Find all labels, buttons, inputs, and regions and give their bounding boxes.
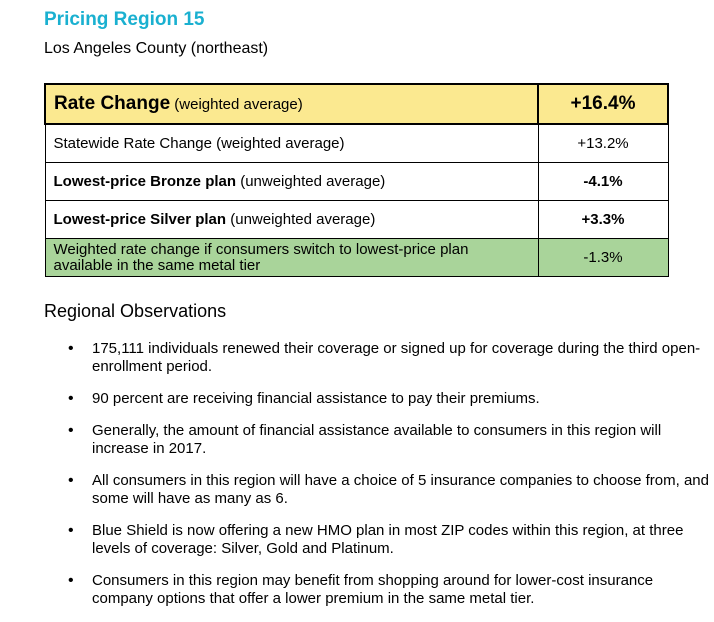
row-label: Rate Change (weighted average) [44,83,539,125]
list-item-text: 90 percent are receiving financial assis… [92,390,540,407]
table-row: Statewide Rate Change (weighted average)… [44,123,669,163]
list-item-text: 175,111 individuals renewed their covera… [92,340,701,375]
rates-table: Rate Change (weighted average) +16.4% St… [44,83,669,277]
list-item: • Blue Shield is now offering a new HMO p… [68,522,712,558]
row-label-rest: (weighted average) [170,96,303,113]
table-row: Rate Change (weighted average) +16.4% [44,83,669,125]
row-label-rest: (unweighted average) [236,173,386,190]
row-label: Statewide Rate Change (weighted average) [44,123,539,163]
row-label-rest: (unweighted average) [226,211,376,228]
bullet-icon: • [68,522,74,539]
row-label-strong: Lowest-price Silver plan [53,211,227,228]
bullet-icon: • [68,340,74,357]
row-value: +13.2% [537,123,669,163]
row-value: -1.3% [537,238,669,277]
bullet-icon: • [68,390,74,407]
list-item: • Generally, the amount of financial assi… [68,422,712,458]
row-label: Lowest-price Bronze plan (unweighted ave… [44,162,539,201]
list-item: • All consumers in this region will have … [68,472,712,508]
page-title: Pricing Region 15 [44,9,205,30]
table-row: Weighted rate change if consumers switch… [44,238,669,277]
list-item: • 175,111 individuals renewed their cover… [68,340,712,376]
table-row: Lowest-price Bronze plan (unweighted ave… [44,162,669,201]
row-label-rest: Weighted rate change if consumers switch… [53,240,469,274]
bullet-icon: • [68,422,74,439]
list-item-text: Consumers in this region may benefit fro… [92,572,654,607]
section-heading: Regional Observations [44,301,227,321]
list-item-text: All consumers in this region will have a… [92,472,709,507]
row-value: +16.4% [537,83,669,125]
row-label: Weighted rate change if consumers switch… [44,238,539,277]
list-item-text: Blue Shield is now offering a new HMO pl… [92,522,684,557]
list-item: • 90 percent are receiving financial assi… [68,390,712,408]
row-value: -4.1% [537,162,669,201]
row-label-strong: Lowest-price Bronze plan [53,173,237,190]
row-label-strong: Rate Change [54,93,171,114]
bullet-icon: • [68,572,74,589]
table-row: Lowest-price Silver plan (unweighted ave… [44,200,669,239]
bullet-icon: • [68,472,74,489]
row-value: +3.3% [537,200,669,239]
list-item-text: Generally, the amount of financial assis… [92,422,662,457]
list-item: • Consumers in this region may benefit fr… [68,572,712,608]
row-label: Lowest-price Silver plan (unweighted ave… [44,200,539,239]
observations-list: • 175,111 individuals renewed their cover… [60,340,712,622]
row-label-rest: Statewide Rate Change (weighted average) [53,135,345,152]
page-subtitle: Los Angeles County (northeast) [44,40,269,57]
